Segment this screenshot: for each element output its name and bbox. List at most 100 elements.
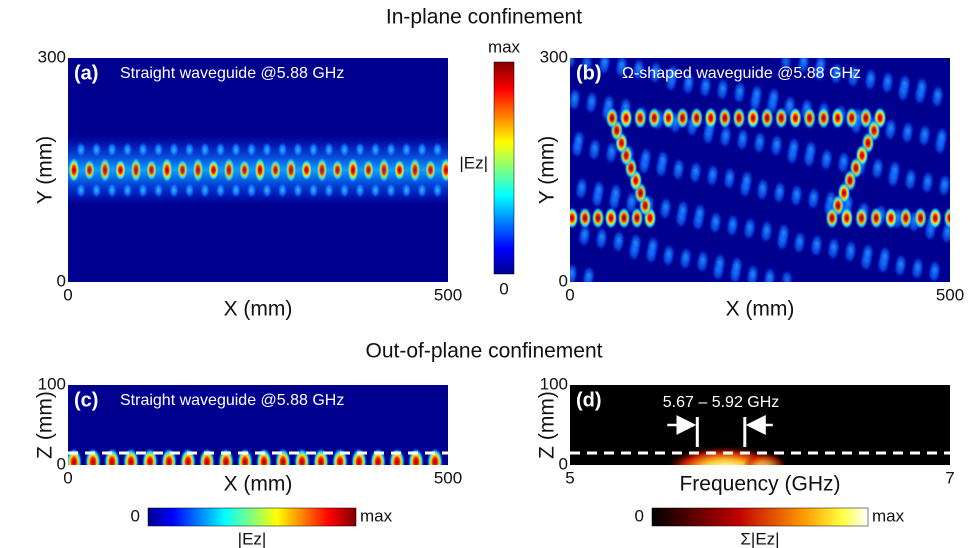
field-spot [884, 207, 898, 229]
field-spot [680, 247, 692, 265]
field-spot [605, 107, 619, 129]
field-spot [599, 58, 611, 70]
field-spot [339, 142, 350, 158]
section-title: In-plane confinement [386, 6, 582, 29]
field-spot [720, 125, 732, 143]
colorbar-max: max [488, 37, 521, 56]
field-spot [922, 171, 934, 189]
field-spot [757, 178, 769, 196]
field-spot [661, 107, 675, 129]
y-tick-label: 300 [540, 47, 568, 66]
field-spot [734, 81, 746, 99]
field-spot [802, 107, 816, 129]
field-spot [660, 197, 672, 215]
field-spot [169, 142, 179, 158]
field-spot [153, 142, 164, 158]
field-spot [840, 207, 854, 229]
field-spot [362, 159, 375, 181]
field-spot [791, 184, 803, 202]
field-spot [581, 58, 593, 72]
field-spot [939, 174, 950, 192]
field-spot [138, 142, 148, 158]
field-spot [673, 158, 685, 176]
field-spot [138, 182, 148, 198]
field-spot [316, 157, 328, 183]
x-tick-label: 5 [565, 468, 574, 487]
field-spot [902, 121, 914, 139]
field-spot [862, 243, 874, 261]
field-spot [207, 159, 220, 181]
x-axis-label: X (mm) [224, 473, 293, 496]
field-spot [768, 87, 780, 105]
field-spot [262, 182, 272, 198]
field-spot [707, 164, 719, 182]
field-spot [943, 207, 950, 229]
field-spot [741, 170, 753, 188]
panel-title: Straight waveguide @5.88 GHz [120, 392, 344, 409]
field-spot [751, 84, 763, 102]
x-tick-label: 500 [936, 285, 964, 304]
field-spot [370, 142, 381, 158]
field-spot [932, 85, 944, 103]
field-spot [570, 58, 576, 69]
field-spot [774, 181, 786, 199]
field-spot [781, 270, 793, 282]
field-spot [130, 157, 142, 183]
field-spot [417, 142, 427, 158]
y-axis-label: Z (mm) [536, 391, 559, 459]
field-spot [831, 62, 843, 80]
field-spot [640, 147, 652, 165]
field-spot [747, 264, 759, 282]
field-spot [694, 203, 706, 221]
y-axis-label: Y (mm) [34, 136, 57, 204]
field-spot [448, 142, 458, 158]
field-spot [845, 107, 859, 129]
field-spot [107, 182, 117, 198]
field-spot [293, 142, 303, 158]
x-axis-label: X (mm) [224, 298, 293, 321]
field-spot [732, 107, 746, 129]
field-spot [724, 167, 736, 185]
field-spot [606, 141, 618, 159]
colorbar-min: 0 [131, 506, 140, 525]
field-spot [905, 168, 917, 186]
field-spot [231, 182, 241, 198]
field-spot [879, 246, 891, 264]
field-spot [246, 142, 257, 158]
field-spot [184, 182, 195, 198]
panel-label: (b) [576, 62, 602, 84]
field-spot [616, 58, 628, 73]
field-spot [936, 127, 948, 145]
field-spot [817, 107, 831, 129]
field-spot [677, 200, 689, 218]
x-tick-label: 0 [565, 285, 574, 304]
field-spot [596, 227, 608, 245]
field-spot [386, 142, 396, 158]
field-spot [107, 142, 117, 158]
field-spot [914, 207, 927, 229]
field-spot [277, 142, 288, 158]
field-spot [91, 182, 102, 198]
panel-label: (a) [74, 62, 98, 84]
field-spot [293, 182, 303, 198]
x-axis-label: X (mm) [726, 298, 795, 321]
field-spot [424, 159, 437, 181]
field-spot [916, 77, 928, 95]
field-spot [710, 211, 722, 229]
field-spot [676, 107, 690, 129]
field-spot [869, 207, 883, 229]
field-spot [774, 107, 788, 129]
field-spot [401, 142, 412, 158]
field-spot [339, 182, 350, 198]
field-spot [145, 159, 158, 181]
field-spot [633, 107, 647, 129]
field-spot [848, 65, 860, 83]
field-spot [122, 142, 133, 158]
field-spot [76, 182, 86, 198]
colorbar-max: max [872, 506, 905, 525]
field-spot [570, 207, 579, 229]
field-spot [760, 107, 774, 129]
field-spot [746, 107, 760, 129]
y-axis-label: Y (mm) [536, 136, 559, 204]
field-spot [161, 157, 173, 183]
